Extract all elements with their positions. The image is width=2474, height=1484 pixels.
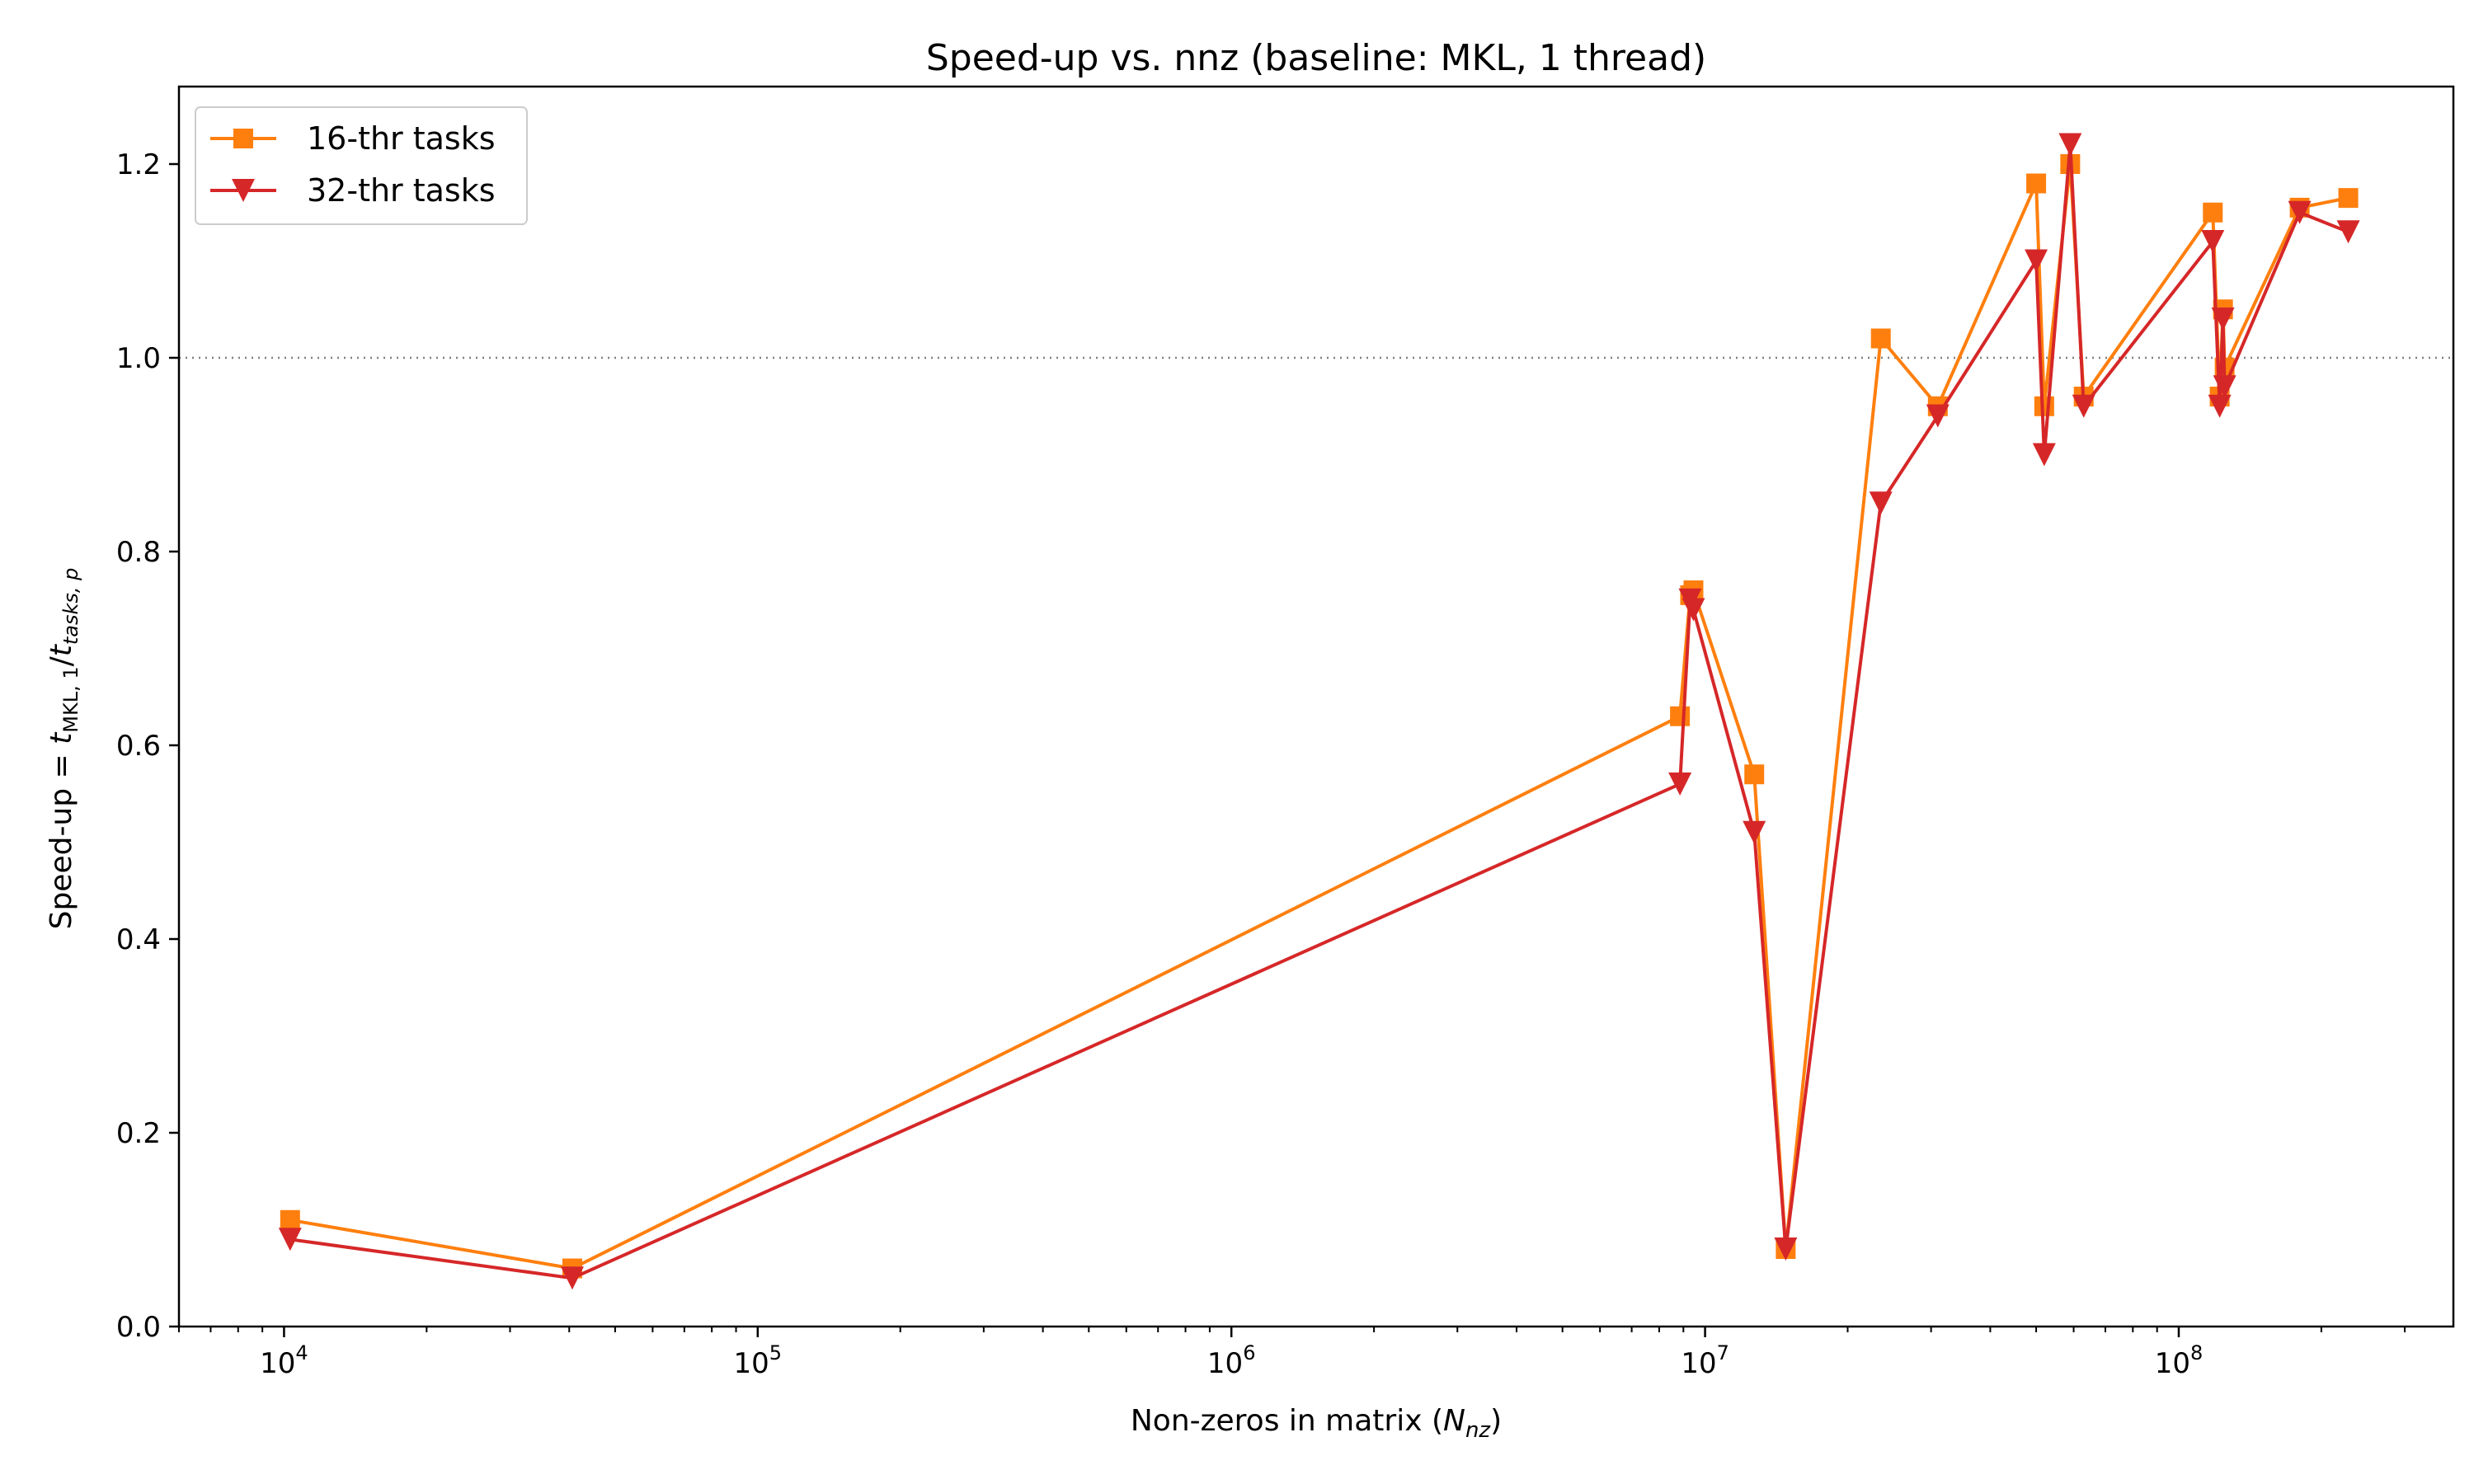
legend-marker [232, 179, 255, 202]
x-tick-label: 105 [734, 1341, 783, 1380]
data-point [280, 1209, 300, 1230]
legend-marker [233, 129, 253, 148]
plot-area: 104 105 106 107 108 0.0 0.2 0.4 0.6 0.8 1.0 1.2 [116, 85, 2455, 1380]
data-point [2025, 249, 2048, 273]
y-axis: 0.0 0.2 0.4 0.6 0.8 1.0 1.2 [116, 148, 179, 1344]
data-point [1744, 764, 1765, 785]
legend: 16-thr tasks 32-thr tasks [195, 106, 528, 225]
data-point [1869, 491, 1893, 515]
data-point [2211, 308, 2235, 331]
data-point [1870, 328, 1891, 349]
legend-item: 16-thr tasks [210, 120, 496, 157]
data-point [2026, 173, 2047, 194]
legend-box [195, 106, 528, 225]
x-tick-label: 104 [260, 1341, 308, 1380]
data-point [1670, 706, 1691, 726]
data-point [2288, 200, 2312, 224]
axes-frame [177, 85, 2455, 1328]
data-point [2338, 188, 2359, 209]
x-axis-label: Non-zeros in matrix (Nnz) [1131, 1404, 1502, 1443]
y-tick-label: 0.8 [116, 536, 161, 569]
chart-title: Speed-up vs. nnz (baseline: MKL, 1 threa… [926, 37, 1706, 79]
data-point [278, 1228, 302, 1252]
data-point [1668, 773, 1692, 796]
data-point [2213, 375, 2236, 399]
y-axis-label: Speed-up = tMKL, 1/ttasks, p [45, 568, 82, 930]
data-point [2032, 443, 2056, 467]
data-point [2208, 394, 2232, 418]
data-point [2203, 202, 2223, 223]
y-tick-label: 0.0 [116, 1311, 161, 1344]
y-tick-label: 1.0 [116, 342, 161, 375]
data-point [1926, 404, 1950, 428]
data-point [1743, 820, 1766, 844]
y-tick-label: 1.2 [116, 148, 161, 181]
legend-label: 16-thr tasks [307, 120, 496, 157]
data-point [2058, 133, 2082, 157]
data-point [2072, 394, 2095, 418]
y-tick-label: 0.2 [116, 1117, 161, 1150]
x-axis: 104 105 106 107 108 [178, 1327, 2406, 1380]
data-point [2201, 230, 2225, 253]
data-point [560, 1266, 584, 1290]
data-point [2034, 396, 2054, 416]
x-tick-label: 108 [2155, 1341, 2204, 1380]
legend-label: 32-thr tasks [307, 172, 496, 209]
data-point [2336, 220, 2360, 244]
y-tick-label: 0.4 [116, 923, 161, 956]
y-tick-label: 0.6 [116, 730, 161, 763]
legend-item: 32-thr tasks [210, 172, 496, 209]
series-2 [278, 133, 2360, 1290]
data-point [1774, 1237, 1798, 1261]
x-tick-label: 107 [1681, 1341, 1729, 1380]
data-point [1681, 598, 1705, 622]
x-tick-label: 106 [1207, 1341, 1256, 1380]
